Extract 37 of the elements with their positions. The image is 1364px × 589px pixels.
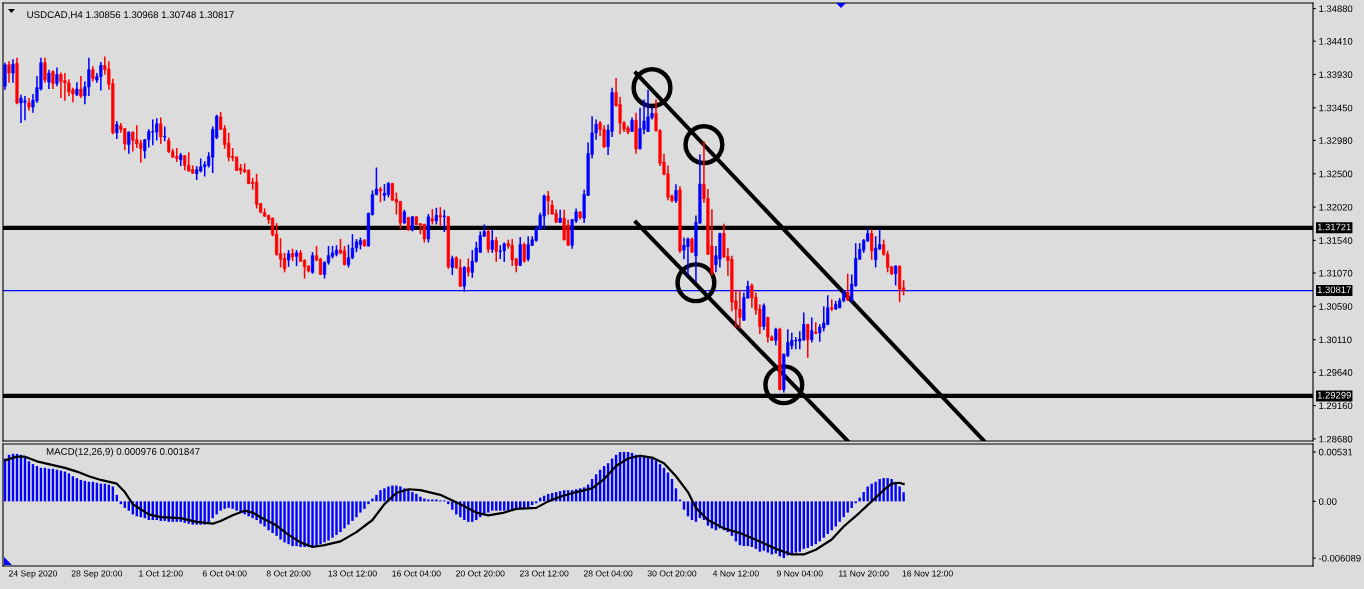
y-tick-label: 1.29160 xyxy=(1319,402,1353,410)
y-tick-label: 1.32500 xyxy=(1319,170,1353,178)
y-tick-label: 1.32020 xyxy=(1319,203,1353,211)
x-tick-label: 13 Oct 12:00 xyxy=(328,570,377,577)
x-tick-label: 30 Oct 20:00 xyxy=(647,570,697,577)
y-tick-label: 1.33450 xyxy=(1319,104,1353,112)
y-tick-label: 1.30110 xyxy=(1319,336,1352,344)
x-tick-label: 28 Oct 04:00 xyxy=(583,570,633,577)
ref-line-label: 1.29299 xyxy=(1317,391,1351,399)
y-tick-label: 1.34880 xyxy=(1319,5,1353,13)
y-tick-label: 1.29640 xyxy=(1319,369,1353,376)
chart-title: MACD(12,26,9) 0.000976 0.001847 xyxy=(46,447,200,457)
x-tick-label: 16 Oct 04:00 xyxy=(392,570,441,577)
x-tick-label: 1 Oct 12:00 xyxy=(139,570,183,577)
ref-line-label: 1.31721 xyxy=(1317,223,1351,231)
y-tick-label: 1.31540 xyxy=(1319,237,1353,244)
y-tick-label: 0.00531 xyxy=(1318,448,1353,456)
ref-line-label: 1.30817 xyxy=(1317,286,1351,294)
x-tick-label: 16 Nov 12:00 xyxy=(902,570,953,577)
x-tick-label: 20 Oct 20:00 xyxy=(456,570,505,577)
x-tick-label: 28 Sep 20:00 xyxy=(71,570,123,579)
text: USDCAD,H4 1.30856 1.30968 1.30748 1.30817 xyxy=(27,11,234,20)
y-tick-label: 1.31070 xyxy=(1319,269,1353,277)
y-tick-label: 1.34410 xyxy=(1319,38,1353,45)
y-tick-label: 0.00 xyxy=(1318,498,1337,505)
x-tick-label: 4 Nov 12:00 xyxy=(712,570,759,577)
x-tick-label: 6 Oct 04:00 xyxy=(202,570,247,577)
y-tick-label: 1.28680 xyxy=(1319,435,1353,443)
y-tick-label: 1.30590 xyxy=(1319,303,1353,310)
x-tick-label: 24 Sep 2020 xyxy=(8,570,58,579)
x-tick-label: 9 Nov 04:00 xyxy=(776,570,823,577)
y-tick-label: -0.006089 xyxy=(1318,554,1361,562)
y-tick-label: 1.33930 xyxy=(1319,71,1353,79)
x-tick-label: 23 Oct 12:00 xyxy=(519,570,569,577)
x-tick-label: 8 Oct 20:00 xyxy=(266,570,311,577)
y-tick-label: 1.32980 xyxy=(1319,137,1353,144)
x-tick-label: 11 Nov 20:00 xyxy=(839,570,889,577)
